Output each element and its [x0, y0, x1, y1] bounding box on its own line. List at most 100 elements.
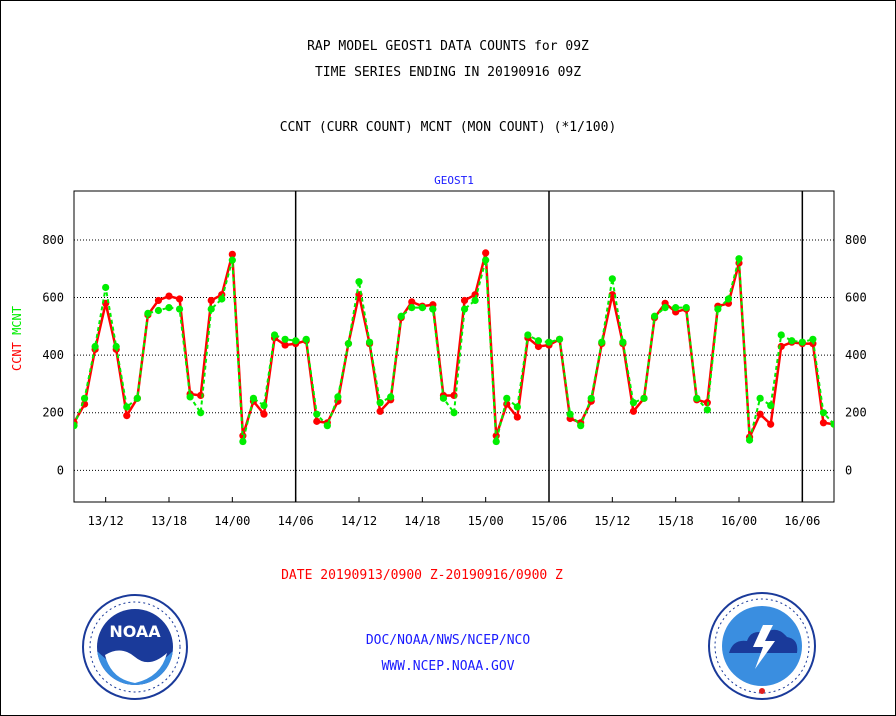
data-point-mcnt	[186, 393, 194, 401]
data-point-mcnt	[640, 394, 648, 402]
data-point-mcnt	[661, 304, 669, 312]
data-point-mcnt	[397, 312, 405, 320]
data-point-mcnt	[133, 394, 141, 402]
x-tick-label: 13/12	[88, 514, 124, 528]
y-tick-label-left: 800	[42, 233, 64, 247]
data-point-ccnt	[534, 342, 543, 351]
data-point-mcnt	[788, 337, 796, 345]
data-point-ccnt	[629, 407, 638, 415]
y-axis-label-ccnt: CCNT	[10, 335, 24, 371]
x-tick-label: 14/06	[278, 514, 314, 528]
data-point-mcnt	[323, 422, 331, 430]
data-point-mcnt	[249, 394, 258, 402]
data-point-ccnt	[154, 296, 163, 305]
data-point-mcnt	[376, 399, 384, 407]
x-tick-label: 14/12	[341, 514, 377, 528]
x-tick-label: 13/18	[151, 514, 187, 528]
y-tick-label-right: 0	[845, 463, 852, 477]
x-tick-label: 15/06	[531, 514, 567, 528]
data-point-mcnt	[313, 410, 321, 418]
data-point-ccnt	[228, 250, 236, 258]
footer-website-text: WWW.NCEP.NOAA.GOV	[381, 659, 515, 674]
x-axis-label: DATE 20190913/0900 Z-20190916/0900 Z	[281, 568, 563, 583]
x-tick-label: 15/18	[658, 514, 694, 528]
y-tick-label-left: 200	[42, 406, 64, 420]
data-point-mcnt	[577, 422, 585, 430]
data-point-mcnt	[714, 305, 722, 313]
data-point-ccnt	[482, 249, 490, 257]
data-point-mcnt	[175, 305, 184, 313]
data-point-mcnt	[598, 338, 606, 346]
data-point-mcnt	[471, 296, 479, 305]
data-point-mcnt	[429, 305, 437, 313]
data-point-mcnt	[545, 338, 553, 346]
data-point-mcnt	[239, 437, 247, 446]
data-point-ccnt	[756, 410, 764, 418]
data-point-ccnt	[175, 295, 184, 303]
data-point-mcnt	[524, 331, 532, 339]
data-point-mcnt	[387, 393, 395, 401]
y-axis-label-mcnt: MCNT	[10, 306, 24, 335]
x-tick-label: 14/00	[214, 514, 250, 528]
data-point-mcnt	[102, 283, 110, 292]
data-point-ccnt	[460, 296, 469, 305]
data-point-mcnt	[629, 399, 638, 407]
data-point-mcnt	[439, 394, 448, 402]
data-point-mcnt	[218, 295, 226, 303]
data-point-mcnt	[270, 331, 279, 339]
data-point-ccnt	[260, 410, 268, 418]
data-point-ccnt	[608, 291, 616, 299]
data-point-mcnt	[334, 393, 342, 401]
data-point-mcnt	[460, 305, 469, 313]
data-point-mcnt	[745, 436, 754, 444]
chart-title-line-3: CCNT (CURR COUNT) MCNT (MON COUNT) (*1/1…	[279, 120, 617, 135]
chart-title-line-1: RAP MODEL GEOST1 DATA COUNTS for 09Z	[307, 39, 589, 54]
data-point-mcnt	[91, 342, 99, 351]
data-point-mcnt	[682, 304, 690, 312]
data-point-mcnt	[830, 420, 834, 428]
data-point-mcnt	[197, 409, 205, 417]
data-point-mcnt	[123, 403, 131, 411]
data-point-mcnt	[281, 335, 289, 343]
data-point-mcnt	[798, 338, 806, 346]
data-point-ccnt	[376, 407, 384, 415]
data-point-ccnt	[513, 413, 521, 421]
data-point-mcnt	[819, 409, 828, 417]
data-point-mcnt	[735, 255, 743, 263]
footer-org-text: DOC/NOAA/NWS/NCEP/NCO	[365, 633, 531, 648]
plot-area	[73, 190, 835, 503]
data-point-ccnt	[819, 419, 828, 427]
x-tick-label: 15/12	[594, 514, 630, 528]
y-tick-label-right: 200	[845, 406, 867, 420]
data-point-mcnt	[555, 335, 564, 343]
data-point-mcnt	[112, 342, 120, 351]
data-point-mcnt	[767, 401, 775, 410]
data-point-mcnt	[534, 337, 543, 345]
data-point-mcnt	[608, 275, 616, 283]
data-point-mcnt	[408, 304, 416, 312]
data-point-mcnt	[566, 410, 574, 418]
data-point-mcnt	[355, 278, 363, 286]
data-point-mcnt	[693, 394, 701, 402]
x-tick-label: 16/00	[721, 514, 757, 528]
y-tick-label-left: 400	[42, 348, 64, 362]
data-point-ccnt	[313, 417, 321, 425]
data-point-mcnt	[260, 401, 268, 410]
chart-series-title: GEOST1	[434, 174, 474, 187]
data-point-ccnt	[281, 341, 289, 349]
data-point-mcnt	[503, 394, 511, 402]
data-point-mcnt	[756, 394, 764, 402]
data-point-ccnt	[165, 292, 173, 300]
data-point-ccnt	[123, 412, 131, 420]
y-tick-label-right: 400	[845, 348, 867, 362]
chart-title-line-2: TIME SERIES ENDING IN 20190916 09Z	[314, 65, 582, 80]
data-point-mcnt	[144, 309, 152, 317]
data-point-mcnt	[207, 305, 215, 313]
y-tick-label-left: 0	[57, 463, 64, 477]
data-point-mcnt	[724, 295, 733, 303]
x-tick-label: 15/00	[468, 514, 504, 528]
data-point-mcnt	[492, 437, 500, 446]
y-axis-label: CCNT MCNT	[10, 306, 24, 371]
data-point-ccnt	[408, 298, 416, 306]
data-point-mcnt	[672, 304, 680, 312]
